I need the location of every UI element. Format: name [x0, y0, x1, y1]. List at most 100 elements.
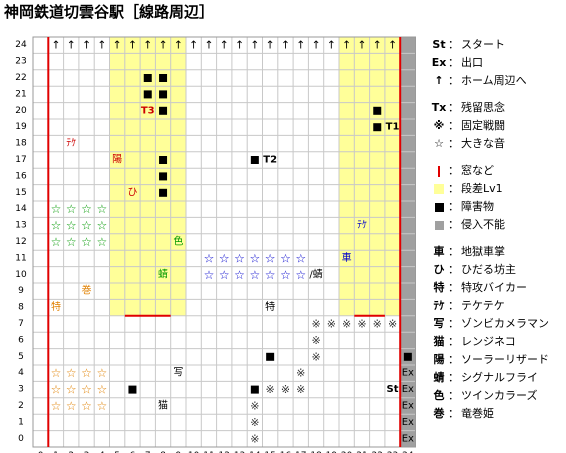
y-axis-label: 23	[15, 57, 26, 67]
legend-symbol: ﾃｹ	[433, 299, 445, 312]
y-axis-label: 7	[18, 319, 24, 329]
legend-label: 侵入不能	[461, 218, 505, 231]
star-icon: ☆	[234, 268, 245, 282]
legend-symbol-wrap: St	[432, 36, 446, 54]
legend-symbol-wrap: 陽	[432, 351, 446, 369]
legend-symbol-wrap: 車	[432, 243, 446, 261]
legend-symbol-wrap: 色	[432, 387, 446, 405]
star-icon: ☆	[280, 251, 291, 265]
blocked-cell	[400, 217, 416, 234]
legend-label: 残留思念	[461, 101, 505, 114]
map-marker: 蜻	[158, 267, 168, 280]
y-axis-label: 12	[15, 237, 26, 247]
yellow-swatch-icon	[432, 180, 446, 198]
legend-symbol: 猫	[433, 335, 445, 348]
blocked-cell	[400, 381, 416, 398]
legend-separator: ：	[448, 56, 459, 69]
legend-label: 特攻バイカー	[461, 281, 527, 294]
x-axis-label: 3	[84, 451, 90, 453]
star-icon: ☆	[219, 268, 230, 282]
fixed-battle-icon: ※	[327, 318, 336, 331]
x-axis-label: 24	[402, 451, 414, 453]
legend-label: 窓など	[461, 164, 494, 177]
legend-separator: ：	[448, 164, 459, 177]
legend-symbol-wrap: ※	[432, 117, 446, 135]
blocked-cell	[400, 37, 416, 54]
legend-symbol: Tx	[431, 101, 447, 114]
exit-marker: Ex	[402, 401, 414, 412]
star-icon: ☆	[219, 251, 230, 265]
legend-label: 出口	[461, 56, 483, 69]
blocked-cell	[400, 69, 416, 87]
up-arrow-icon: ↑	[266, 39, 275, 52]
up-arrow-icon: ↑	[250, 39, 259, 52]
x-axis-label: 18	[310, 451, 322, 453]
fixed-battle-icon: ※	[296, 367, 305, 380]
blocked-cell	[400, 250, 416, 267]
blocked-cell	[400, 233, 416, 251]
legend-label: 大きな音	[461, 137, 505, 150]
x-axis-label: 19	[326, 451, 338, 453]
x-axis-label: 4	[99, 451, 105, 453]
x-axis-label: 16	[280, 451, 292, 453]
blocked-cell	[400, 365, 416, 382]
fixed-battle-icon: ※	[250, 432, 259, 445]
legend-symbol-wrap: Tx	[431, 99, 447, 117]
map-marker: T2	[263, 155, 277, 166]
map-marker: 写	[173, 367, 183, 379]
legend-separator: ：	[448, 371, 459, 384]
star-icon: ☆	[51, 219, 62, 233]
y-axis-label: 21	[15, 89, 26, 99]
legend-label: 固定戦闘	[461, 119, 505, 132]
y-axis-label: 22	[15, 73, 26, 83]
legend-symbol-wrap: 巻	[432, 405, 446, 423]
star-icon: ☆	[96, 235, 107, 249]
legend-separator: ：	[448, 101, 459, 114]
legend-label: スタート	[461, 38, 505, 51]
star-icon: ☆	[265, 268, 276, 282]
star-icon: ☆	[204, 251, 215, 265]
legend-separator: ：	[448, 407, 459, 420]
blocked-cell	[400, 414, 416, 431]
star-icon: ☆	[81, 219, 92, 233]
y-axis-label: 16	[15, 171, 27, 181]
fixed-battle-icon: ※	[373, 318, 382, 331]
x-axis-label: 20	[341, 451, 353, 453]
obstacle-block	[159, 90, 168, 99]
x-axis-label: 22	[372, 451, 383, 453]
y-axis-label: 18	[15, 139, 27, 149]
star-icon: ☆	[249, 251, 260, 265]
blocked-cell	[400, 119, 416, 136]
x-axis-label: 7	[145, 451, 151, 453]
fixed-battle-icon: ※	[250, 400, 259, 413]
star-icon: ☆	[66, 366, 77, 380]
up-arrow-icon: ↑	[204, 39, 213, 52]
star-icon: ☆	[280, 268, 291, 282]
y-axis-label: 14	[15, 204, 27, 214]
legend-symbol: 特	[433, 281, 445, 294]
legend-label: ツインカラーズ	[461, 389, 538, 402]
window-swatch-icon	[432, 162, 446, 180]
star-icon: ☆	[66, 235, 77, 249]
legend-symbol-wrap: 特	[432, 279, 446, 297]
y-axis-label: 5	[18, 352, 24, 362]
gray-swatch-icon	[432, 216, 446, 234]
star-icon: ☆	[51, 383, 62, 397]
blocked-cell	[400, 315, 416, 333]
y-axis-label: 13	[15, 221, 26, 231]
legend-symbol-wrap: 写	[432, 315, 446, 333]
star-icon: ☆	[96, 219, 107, 233]
fixed-battle-icon: ※	[342, 318, 351, 331]
blocked-cell	[400, 332, 416, 349]
blocked-cell	[400, 53, 416, 70]
up-arrow-icon: ↑	[311, 39, 320, 52]
y-axis-label: 1	[18, 417, 24, 427]
star-icon: ☆	[96, 202, 107, 216]
y-axis-label: 0	[18, 434, 24, 444]
legend-symbol: Ex	[431, 56, 447, 69]
legend-separator: ：	[448, 335, 459, 348]
up-arrow-icon: ↑	[388, 39, 397, 52]
star-icon: ☆	[66, 219, 77, 233]
legend-symbol: ひ	[433, 263, 445, 276]
up-arrow-icon: ↑	[327, 39, 336, 52]
